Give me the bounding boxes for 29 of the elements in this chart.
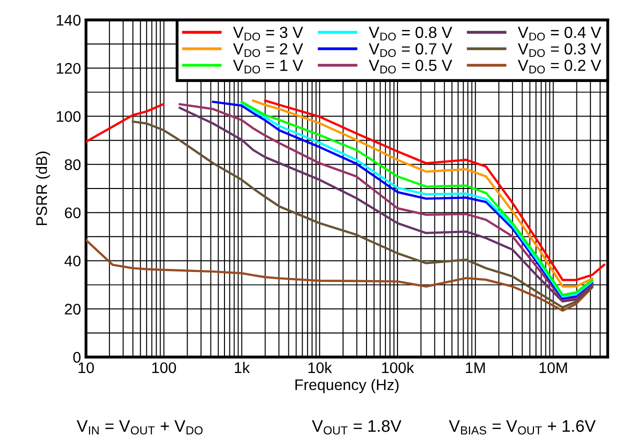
legend-label: V$_{DO}$ = 0.7 V: [368, 43, 452, 57]
y-tick-label: 20: [64, 304, 81, 315]
x-tick-label: 10M: [540, 362, 567, 374]
x-tick-label: 100: [152, 362, 176, 374]
y-tick-label: 100: [56, 111, 81, 122]
legend-label: V$_{DO}$ = 0.3 V: [518, 43, 602, 57]
text: V$_{BIAS}$ = V$_{OUT}$ + 1.6V: [448, 420, 596, 435]
x-tick-label: 100k: [382, 362, 414, 374]
y-tick-label: 60: [64, 207, 81, 218]
y-tick-label: 40: [64, 256, 81, 266]
y-tick-label: 80: [64, 159, 81, 170]
legend-label: V$_{DO}$ = 0.2 V: [518, 60, 602, 74]
text: V$_{OUT}$ = 1.8V: [312, 420, 402, 435]
legend-label: V$_{DO}$ = 0.5 V: [368, 60, 452, 74]
y-tick-label: 120: [56, 62, 81, 74]
text: V$_{IN}$ = V$_{OUT}$ + V$_{DO}$: [76, 420, 203, 435]
y-tick-label: 0: [73, 352, 81, 363]
x-tick-label: 10k: [308, 362, 332, 374]
legend-label: V$_{DO}$ = 2 V: [233, 43, 304, 57]
x-tick-label: 1M: [466, 362, 485, 373]
x-axis-title: Frequency (Hz): [295, 378, 399, 394]
y-axis-title: PSRR (dB): [36, 152, 50, 226]
legend-label: V$_{DO}$ = 3 V: [233, 26, 304, 41]
y-tick-label: 140: [56, 14, 81, 26]
x-tick-label: 1k: [234, 362, 250, 373]
x-tick-label: 10: [78, 362, 94, 374]
legend-label: V$_{DO}$ = 1 V: [233, 60, 304, 74]
legend-label: V$_{DO}$ = 0.4 V: [518, 26, 602, 41]
legend-label: V$_{DO}$ = 0.8 V: [368, 26, 452, 41]
